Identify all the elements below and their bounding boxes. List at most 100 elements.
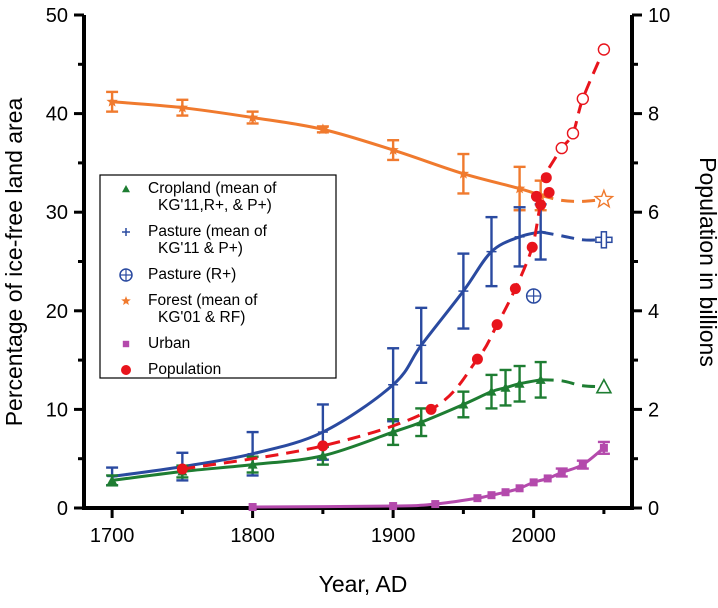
series-cropland-point (514, 378, 525, 388)
series-pasture-point (416, 340, 427, 351)
y-left-tick-label: 30 (46, 202, 68, 224)
series-cropland-point (458, 399, 469, 409)
legend-entry-label: KG'11,R+, & P+) (158, 197, 272, 214)
series-forest-point (106, 95, 118, 107)
series-forest-point (513, 182, 526, 194)
y-right-tick-label: 2 (648, 399, 659, 421)
series-cropland-projection (540, 378, 604, 389)
series-cropland-point (416, 417, 427, 427)
series-forest-point (457, 167, 470, 179)
series-pasture-line (111, 230, 542, 478)
y-left-tick-label: 40 (46, 104, 68, 126)
series-urban-point (487, 491, 496, 500)
legend-box (99, 174, 337, 379)
series-population-point (471, 353, 483, 365)
series-urban-point (248, 503, 257, 512)
legend-entry-label: KG'11 & P+) (158, 240, 243, 257)
x-tick-label: 2000 (511, 525, 556, 547)
series-forest-point (246, 111, 259, 123)
series-population-point (535, 199, 547, 211)
series-urban-point (557, 468, 566, 477)
y-axis-right-title: Population in billions (695, 157, 718, 367)
series-population-point (530, 190, 542, 202)
series-pasture-projection-point (595, 231, 613, 249)
series-forest-projection-point (593, 188, 615, 209)
series-cropland-line (111, 378, 541, 482)
series-cropland-point (107, 475, 118, 485)
series-population-projection-point (576, 92, 590, 106)
series-population-point (491, 319, 503, 331)
series-pasture-point (535, 226, 546, 237)
x-tick-label: 1800 (230, 525, 275, 547)
series-pasture-point (525, 288, 542, 304)
legend-marker (122, 340, 130, 348)
legend-marker (121, 296, 131, 305)
series-cropland-point (500, 382, 511, 392)
legend-entry-label: Cropland (mean of (148, 180, 277, 197)
series-urban-point (501, 488, 510, 497)
legend-marker (122, 228, 130, 236)
legend-marker (122, 185, 130, 193)
series-urban-point (578, 460, 587, 469)
y-right-tick-label: 4 (648, 301, 659, 323)
series-urban-point (431, 500, 440, 509)
y-right-tick-label: 6 (648, 202, 659, 224)
legend-entry-label: KG'01 & RF) (158, 309, 245, 326)
series-urban-point (543, 474, 552, 483)
series-forest-point (176, 101, 189, 113)
series-population-point (425, 403, 437, 415)
legend-entry-label: Population (148, 361, 221, 378)
y-left-tick-label: 10 (46, 399, 68, 421)
series-cropland-projection-point (595, 378, 613, 394)
series-population-projection-point (566, 127, 580, 140)
x-tick-label: 1700 (90, 525, 135, 547)
series-pasture-point (388, 379, 399, 390)
series-population-point (317, 440, 329, 452)
series-cropland-point (388, 427, 399, 437)
series-urban-point (529, 478, 538, 487)
series-forest-point (387, 144, 399, 155)
series-forest-line (111, 100, 542, 197)
series-pasture-projection (540, 230, 604, 242)
series-pasture-point (514, 231, 525, 242)
y-right-tick-label: 10 (648, 5, 670, 27)
series-urban-point (473, 494, 482, 503)
legend-entry-label: Forest (mean of (148, 292, 258, 309)
legend-marker (119, 268, 133, 282)
series-pasture-point (458, 286, 469, 297)
series-population-point (526, 241, 538, 253)
x-axis-title: Year, AD (319, 571, 408, 597)
series-population-point (176, 463, 188, 475)
x-tick-label: 1900 (371, 525, 416, 547)
legend-entry-label: Pasture (mean of (148, 223, 268, 240)
series-cropland-point (486, 386, 497, 396)
series-population-point (543, 186, 555, 198)
series-cropland-point (247, 459, 258, 469)
series-population (176, 43, 611, 475)
legend-entry-label: Urban (148, 335, 190, 352)
legend-marker (121, 365, 131, 375)
y-right-tick-label: 8 (648, 104, 659, 126)
axes: 1700 1800 1900 2000 0 10 20 30 40 50 0 2 4 6 8 10 (46, 5, 671, 547)
legend-entry-label: Pasture (R+) (148, 266, 236, 283)
series-pasture (525, 288, 542, 304)
y-axis-left-title: Percentage of ice-free land area (1, 97, 27, 426)
y-right-tick-label: 0 (648, 498, 659, 520)
series-forest-point (317, 123, 329, 135)
series-urban-point (389, 502, 398, 511)
series-forest (106, 90, 615, 212)
series-pasture-point (317, 427, 328, 438)
series-urban-point (515, 484, 524, 493)
series-population-point (540, 172, 552, 184)
y-left-tick-label: 20 (46, 301, 68, 323)
series-population-projection-point (555, 141, 568, 155)
series-urban (248, 440, 610, 512)
y-left-tick-label: 0 (57, 498, 68, 520)
plot-area (106, 43, 615, 512)
y-left-tick-label: 50 (46, 5, 68, 27)
series-cropland-point (317, 450, 328, 460)
series-urban-point (599, 443, 608, 452)
series-population-projection-point (597, 43, 611, 56)
